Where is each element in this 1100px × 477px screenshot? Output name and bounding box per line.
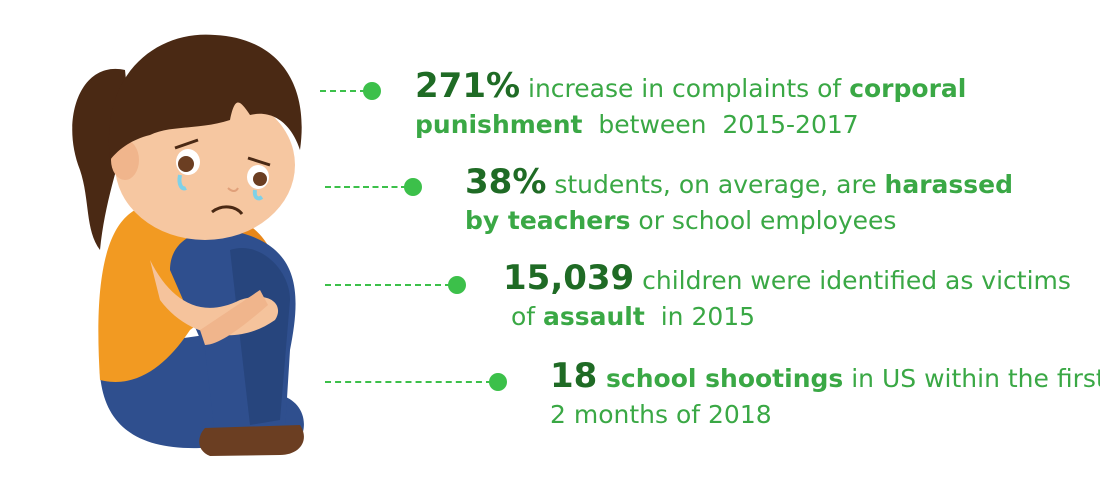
- stat-text: in 2015: [644, 302, 756, 331]
- stat-text: 2 months of 2018: [550, 400, 772, 429]
- stat-line: 38% students, on average, are harassed: [465, 164, 1013, 203]
- stat-text: assault: [543, 302, 645, 331]
- girl-illustration: [72, 34, 304, 456]
- stat-text: between 2015-2017: [582, 110, 859, 139]
- stat-number: 271%: [415, 66, 521, 106]
- stat-item: 18 school shootings in US within the fir…: [550, 358, 1100, 433]
- stat-number: 15,039: [503, 258, 635, 298]
- connector-line: [320, 90, 366, 92]
- stat-text: punishment: [415, 110, 583, 139]
- stat-text: school shootings: [597, 364, 844, 393]
- stat-text: or school employees: [630, 206, 897, 235]
- stat-text: children were identified as victims: [634, 266, 1071, 295]
- stat-item: 271% increase in complaints of corporal p…: [415, 68, 966, 143]
- stat-text: harassed: [884, 170, 1014, 199]
- stat-line: punishment between 2015-2017: [415, 107, 966, 143]
- connector-dot: [489, 373, 507, 391]
- stat-number: 18: [550, 356, 598, 396]
- stat-text: by teachers: [465, 206, 631, 235]
- stat-item: 38% students, on average, are harassed by…: [465, 164, 1013, 239]
- stat-text: of: [503, 302, 543, 331]
- stat-text: increase in complaints of: [520, 74, 850, 103]
- connector-dot: [363, 82, 381, 100]
- stat-item: 15,039 children were identified as victi…: [503, 260, 1071, 335]
- stat-text: students, on average, are: [546, 170, 885, 199]
- connector-line: [325, 186, 407, 188]
- stat-text: in US within the first: [843, 364, 1100, 393]
- stat-line: 2 months of 2018: [550, 397, 1100, 433]
- stat-line: 18 school shootings in US within the fir…: [550, 358, 1100, 397]
- stat-line: of assault in 2015: [503, 299, 1071, 335]
- connector-dot: [404, 178, 422, 196]
- connector-dot: [448, 276, 466, 294]
- stat-line: 271% increase in complaints of corporal: [415, 68, 966, 107]
- connector-line: [325, 381, 492, 383]
- connector-line: [325, 284, 451, 286]
- stat-line: by teachers or school employees: [465, 203, 1013, 239]
- stat-line: 15,039 children were identified as victi…: [503, 260, 1071, 299]
- stat-number: 38%: [465, 162, 547, 202]
- stat-text: corporal: [849, 74, 967, 103]
